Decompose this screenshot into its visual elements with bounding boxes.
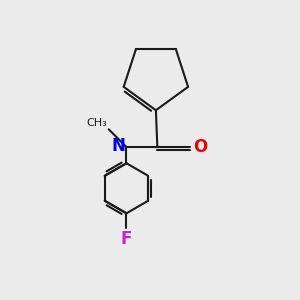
Text: O: O — [194, 138, 208, 156]
Text: CH₃: CH₃ — [86, 118, 107, 128]
Text: N: N — [111, 137, 125, 155]
Text: F: F — [121, 230, 132, 248]
